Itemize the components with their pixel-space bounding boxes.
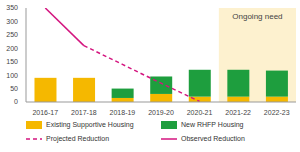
svg-text:300: 300	[8, 18, 18, 25]
svg-text:Ongoing need: Ongoing need	[232, 12, 282, 21]
svg-text:0: 0	[14, 98, 18, 105]
svg-text:100: 100	[8, 72, 18, 79]
svg-text:2019-20: 2019-20	[148, 109, 174, 116]
svg-text:2016-17: 2016-17	[32, 109, 58, 116]
svg-text:250: 250	[8, 31, 18, 38]
html-text:New RHFP Housing: New RHFP Housing	[181, 121, 244, 128]
html-text:Existing Supportive Housing: Existing Supportive Housing	[46, 121, 134, 128]
svg-text:50: 50	[10, 85, 18, 92]
svg-text:350: 350	[8, 4, 18, 11]
svg-text:150: 150	[8, 58, 18, 65]
html-text:Projected Reduction: Projected Reduction	[46, 135, 109, 142]
svg-text:200: 200	[8, 45, 18, 52]
svg-text:2021-22: 2021-22	[225, 109, 251, 116]
svg-text:2020-21: 2020-21	[187, 109, 213, 116]
svg-text:2018-19: 2018-19	[110, 109, 136, 116]
svg-text:2017-18: 2017-18	[71, 109, 97, 116]
html-text:Observed Reduction: Observed Reduction	[181, 135, 245, 142]
svg-text:2022-23: 2022-23	[264, 109, 290, 116]
